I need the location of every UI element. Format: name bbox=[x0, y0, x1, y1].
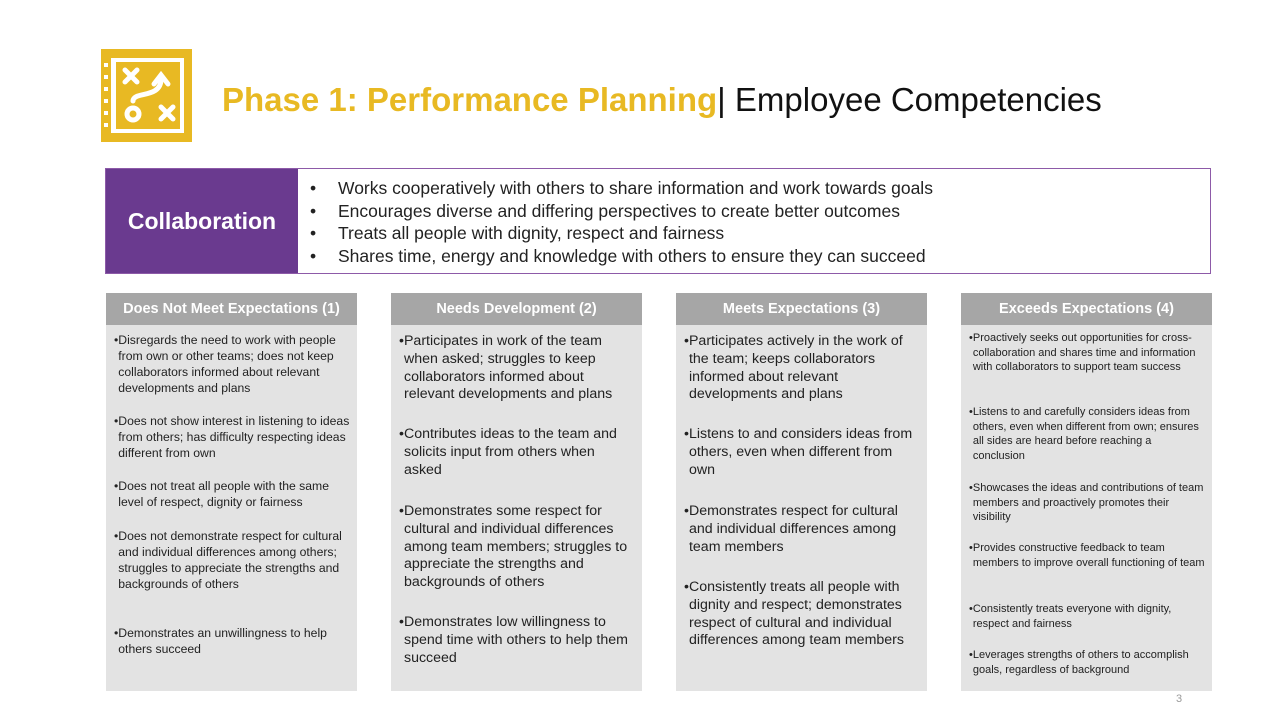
list-item: • Participates in work of the team when a… bbox=[399, 333, 636, 404]
item-text: Participates actively in the work of the… bbox=[688, 333, 903, 403]
rating-column-4: Exceeds Expectations (4) • Proactively se… bbox=[961, 293, 1212, 691]
rating-column-2: Needs Development (2) • Participates in w… bbox=[391, 293, 642, 691]
item-text: Demonstrates an unwillingness to help ot… bbox=[118, 626, 327, 656]
item-text: Proactively seeks out opportunities for … bbox=[972, 332, 1196, 373]
competency-label: Collaboration bbox=[106, 169, 298, 273]
list-item: • Contributes ideas to the team and solic… bbox=[399, 426, 636, 479]
item-text: Provides constructive feedback to team m… bbox=[972, 542, 1205, 569]
list-item: • Showcases the ideas and contributions o… bbox=[969, 481, 1206, 525]
competency-bullet: Encourages diverse and differing perspec… bbox=[298, 200, 1210, 223]
list-item: • Consistently treats all people with dig… bbox=[684, 579, 921, 650]
list-item: • Listens to and considers ideas from oth… bbox=[684, 426, 921, 479]
list-item: • Does not treat all people with the same… bbox=[114, 478, 351, 510]
list-item: • Demonstrates an unwillingness to help o… bbox=[114, 625, 351, 657]
rating-column-1: Does Not Meet Expectations (1) • Disregar… bbox=[106, 293, 357, 691]
item-text: Participates in work of the team when as… bbox=[403, 333, 613, 403]
strategy-plan-icon bbox=[101, 49, 192, 142]
competency-bullets: Works cooperatively with others to share… bbox=[298, 169, 1210, 273]
item-text: Contributes ideas to the team and solici… bbox=[403, 426, 617, 478]
phase-title: Phase 1: Performance Planning bbox=[222, 81, 718, 118]
list-item: • Leverages strengths of others to accomp… bbox=[969, 648, 1206, 677]
competency-bullet: Works cooperatively with others to share… bbox=[298, 177, 1210, 200]
item-text: Demonstrates some respect for cultural a… bbox=[403, 503, 628, 591]
column-header: Exceeds Expectations (4) bbox=[961, 293, 1212, 325]
list-item: • Demonstrates some respect for cultural … bbox=[399, 503, 636, 592]
list-item: • Provides constructive feedback to team … bbox=[969, 542, 1205, 569]
column-header: Needs Development (2) bbox=[391, 293, 642, 325]
list-item: • Proactively seeks out opportunities for… bbox=[969, 331, 1206, 375]
page-title: Phase 1: Performance Planning| Employee … bbox=[222, 72, 1102, 128]
rating-column-3: Meets Expectations (3) • Participates act… bbox=[676, 293, 927, 691]
item-text: Does not demonstrate respect for cultura… bbox=[118, 529, 342, 591]
item-text: Demonstrates low willingness to spend ti… bbox=[403, 614, 628, 666]
list-item: • Does not show interest in listening to … bbox=[114, 414, 350, 460]
column-header: Meets Expectations (3) bbox=[676, 293, 927, 325]
competency-box: Collaboration Works cooperatively with o… bbox=[105, 168, 1211, 274]
item-text: Listens to and carefully considers ideas… bbox=[972, 406, 1199, 462]
page-number: 3 bbox=[1176, 693, 1183, 705]
competency-bullet: Shares time, energy and knowledge with o… bbox=[298, 245, 1210, 268]
list-item: • Consistently treats everyone with digni… bbox=[969, 602, 1206, 631]
item-text: Consistently treats all people with dign… bbox=[688, 579, 904, 649]
item-text: Demonstrates respect for cultural and in… bbox=[688, 503, 898, 555]
item-text: Does not treat all people with the same … bbox=[118, 479, 329, 509]
item-text: Disregards the need to work with people … bbox=[118, 333, 336, 395]
list-item: • Listens to and carefully considers idea… bbox=[969, 405, 1206, 463]
title-separator: | bbox=[717, 81, 726, 118]
competency-bullet: Treats all people with dignity, respect … bbox=[298, 222, 1210, 245]
list-item: • Participates actively in the work of th… bbox=[684, 333, 921, 404]
item-text: Listens to and considers ideas from othe… bbox=[688, 426, 913, 478]
list-item: • Disregards the need to work with people… bbox=[114, 332, 351, 396]
item-text: Does not show interest in listening to i… bbox=[118, 414, 350, 460]
list-item: • Demonstrates low willingness to spend t… bbox=[399, 614, 636, 667]
item-text: Leverages strengths of others to accompl… bbox=[972, 649, 1189, 676]
item-text: Consistently treats everyone with dignit… bbox=[972, 603, 1172, 630]
column-header: Does Not Meet Expectations (1) bbox=[106, 293, 357, 325]
list-item: • Demonstrates respect for cultural and i… bbox=[684, 503, 921, 556]
list-item: • Does not demonstrate respect for cultur… bbox=[114, 528, 351, 592]
page-subtitle: Employee Competencies bbox=[734, 81, 1102, 118]
item-text: Showcases the ideas and contributions of… bbox=[972, 482, 1204, 523]
